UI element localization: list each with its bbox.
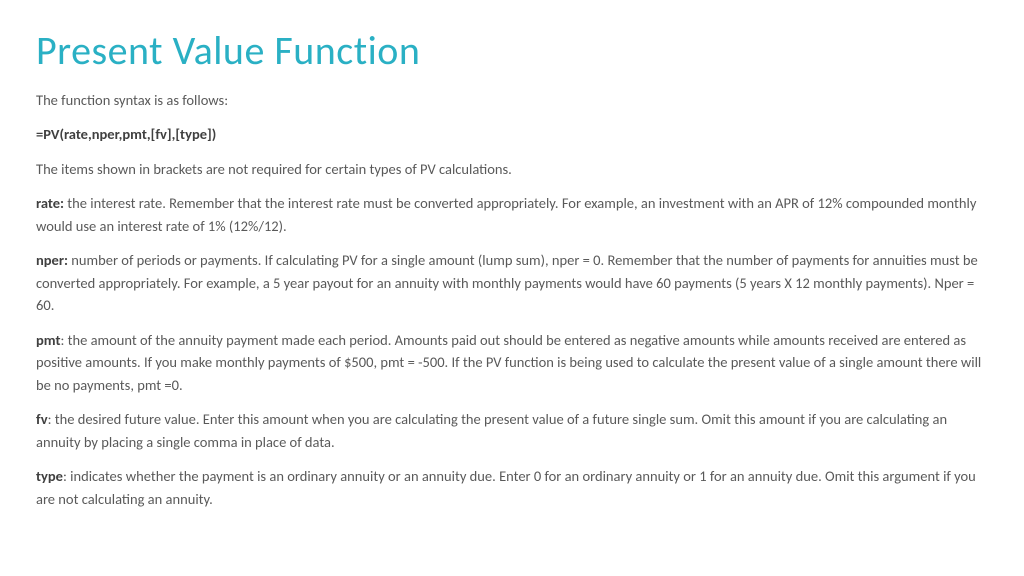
syntax-bold: =PV(rate,nper,pmt,[fv],[type]) [36,125,216,143]
param-rate: rate: the interest rate. Remember that t… [36,192,988,237]
param-fv: fv: the desired future value. Enter this… [36,408,988,453]
param-rate-text: the interest rate. Remember that the int… [36,194,976,234]
param-fv-text: : the desired future value. Enter this a… [36,410,947,450]
param-pmt-text: : the amount of the annuity payment made… [36,331,981,394]
param-fv-label: fv [36,410,48,428]
syntax-line: =PV(rate,nper,pmt,[fv],[type]) [36,123,988,145]
param-nper: nper: number of periods or payments. If … [36,249,988,316]
param-nper-label: nper: [36,251,68,269]
param-rate-label: rate: [36,194,64,212]
param-pmt-label: pmt [36,331,60,349]
param-pmt: pmt: the amount of the annuity payment m… [36,329,988,396]
slide-body: The function syntax is as follows: =PV(r… [36,89,988,510]
slide-title: Present Value Function [36,26,988,75]
brackets-note: The items shown in brackets are not requ… [36,158,988,180]
param-type-text: : indicates whether the payment is an or… [36,467,976,507]
intro-text: The function syntax is as follows: [36,89,988,111]
param-nper-text: number of periods or payments. If calcul… [36,251,978,314]
param-type: type: indicates whether the payment is a… [36,465,988,510]
param-type-label: type [36,467,63,485]
